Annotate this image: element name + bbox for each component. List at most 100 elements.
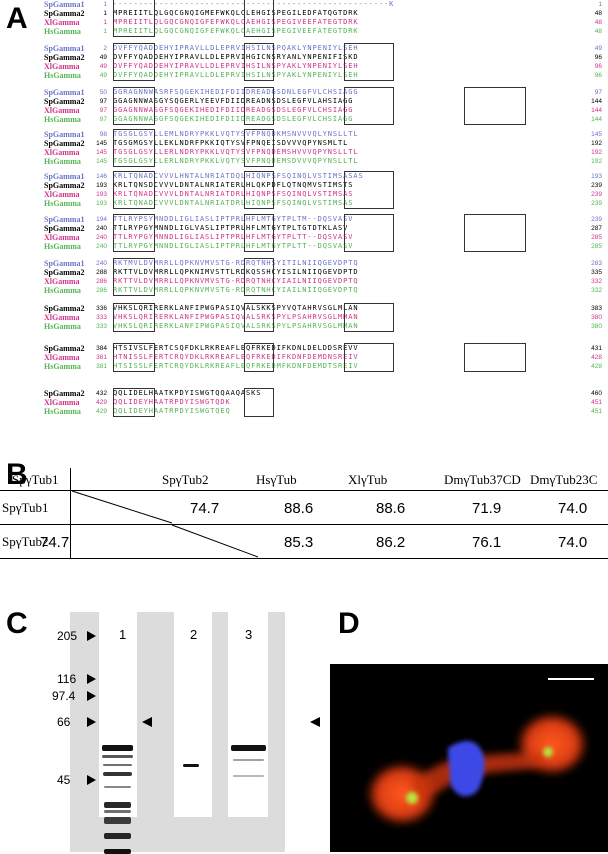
panel-label-b: B (6, 458, 28, 491)
start-position: 97 (99, 116, 107, 123)
sequence-name: HsGamma (44, 407, 81, 416)
start-position: 145 (96, 149, 107, 156)
sequence-residues: ----------------------------------------… (113, 0, 395, 8)
alignment-row: SpGamma1 50 GGRAGNNWASRFSQGEKIHEDIFDIIDREA… (44, 88, 604, 97)
alignment-row: SpGamma1 98 TGSGLGSYLLEMLNDRYPKKLVQTYSVFPN… (44, 130, 604, 139)
end-position: 332 (591, 287, 602, 294)
sequence-name: SpGamma1 (44, 130, 85, 139)
conserved-region-box (244, 43, 274, 81)
alignment-block: SpGamma2 384 HTSIVSLFERTCSQFDKLRKREAFLEQFR… (44, 343, 604, 373)
band-arrow-left (142, 717, 152, 727)
start-position: 384 (96, 345, 107, 352)
end-position: 428 (591, 363, 602, 370)
end-position: 193 (591, 173, 602, 180)
sequence-name: HsGamma (44, 199, 81, 208)
alignment-row: HsGamma 145 TGSGLGSYLLERLNDRYPKKLVQTYSVFPN… (44, 157, 604, 166)
start-position: 2 (103, 45, 107, 52)
blot-band (102, 755, 133, 758)
identity-value: 86.2 (376, 534, 406, 551)
start-position: 193 (96, 200, 107, 207)
western-blot (70, 612, 285, 854)
lane-number: 1 (119, 627, 127, 642)
sequence-name: SpGamma2 (44, 97, 85, 106)
sequence-residues: TTLRYPGYMNNDLIGLVASLIPTPRLHFLMTGYTPLTGTD… (113, 224, 349, 232)
conserved-region-box (344, 87, 394, 125)
column-header: DmγTub37CD (444, 472, 521, 487)
panel-label-d: D (338, 607, 360, 640)
alignment-block: SpGamma2 432 QQLIDELHAATKPDYISWGTQQAAQASKS… (44, 388, 604, 418)
conserved-region-box (464, 343, 526, 372)
sequence-name: SpGamma2 (44, 389, 85, 398)
conserved-region-box (244, 214, 274, 252)
end-position: 239 (591, 182, 602, 189)
row-header: SpγTub2 (2, 534, 49, 549)
row-header: SpγTub1 (2, 500, 49, 515)
alignment-row: SpGamma2 49 DVFFYQADDEHYIPRAVLLDLEPRVIHGIC… (44, 53, 604, 62)
end-position: 380 (591, 314, 602, 321)
identity-value: 74.0 (558, 500, 588, 517)
alignment-row: HsGamma 49 DVFFYQADDEHYIPRAVLLDLEPRVIHSILN… (44, 71, 604, 80)
sequence-residues: KRLTQNADCVVVLDNTALNRIATDRLHIQNPSFSQINQLV… (113, 199, 354, 207)
scale-bar (548, 678, 594, 680)
alignment-row: XlGamma 381 HTNISSLFERTCRQYDKLRKREAFLEQFRK… (44, 353, 604, 362)
identity-value: 74.0 (558, 534, 588, 551)
conserved-region-box (244, 87, 274, 125)
alignment-row: SpGamma2 145 TGSGMGSYLLEKLNDRFPKKIQTYSVFPN… (44, 139, 604, 148)
start-position: 240 (96, 243, 107, 250)
end-position: 192 (591, 158, 602, 165)
panel-label-c: C (6, 607, 28, 640)
alignment-row: HsGamma 240 TTLRYPGYMNNDLIGLIASLIPTPRLHFLM… (44, 242, 604, 251)
alignment-row: SpGamma2 1 MPREIITLQLGQCGNQIGMEFWKQLCLEHGI… (44, 9, 604, 18)
alignment-row: SpGamma2 432 QQLIDELHAATKPDYISWGTQQAAQASKS… (44, 389, 604, 398)
column-header: SpγTub2 (162, 472, 209, 487)
start-position: 286 (96, 278, 107, 285)
conserved-region-box (113, 43, 155, 81)
sequence-residues: MPREIITLQLGQCGNQIGFEFWKQLCAEHGISPEGIVEEF… (113, 27, 359, 35)
alignment-block: SpGamma1 194 TTLRYPSYMNDDLIGLIASLIPTPRLHFL… (44, 214, 604, 253)
start-position: 429 (96, 408, 107, 415)
diagonal-cell-1 (71, 490, 173, 524)
conserved-region-box (113, 343, 155, 372)
alignment-row: SpGamma2 336 VHKSLQRIRERKLANFIPWGPASIQVALS… (44, 304, 604, 313)
end-position: 431 (591, 345, 602, 352)
start-position: 1 (103, 28, 107, 35)
sequence-residues: HTSISSLFERTCRQYDKLRKREAFLEQFRKEDMFKDNFDE… (113, 362, 359, 370)
sequence-residues: GGAGNNWASGYSQGERLYEEVFDIIDREADNSDSLEGFVL… (113, 97, 354, 105)
start-position: 194 (96, 216, 107, 223)
alignment-row: HsGamma 193 KRLTQNADCVVVLDNTALNRIATDRLHIQN… (44, 199, 604, 208)
sequence-name: XlGamma (44, 233, 80, 242)
conserved-region-box (244, 343, 274, 372)
sequence-residues: RKTTVLDVMRRLLQPKNVMVSTG-RDRQTNHCYIAILNII… (113, 277, 359, 285)
sequence-name: SpGamma2 (44, 53, 85, 62)
start-position: 429 (96, 399, 107, 406)
end-position: 285 (591, 234, 602, 241)
sequence-name: HsGamma (44, 27, 81, 36)
sequence-name: SpGamma1 (44, 44, 85, 53)
blot-band (104, 802, 131, 808)
sequence-name: SpGamma2 (44, 344, 85, 353)
sequence-name: XlGamma (44, 148, 80, 157)
sequence-name: HsGamma (44, 362, 81, 371)
end-position: 144 (591, 107, 602, 114)
panel-label-a: A (6, 2, 28, 35)
start-position: 381 (96, 354, 107, 361)
sequence-name: SpGamma2 (44, 9, 85, 18)
sequence-residues: RKTTVLDVMRRLLQPKNVMVSTG-RDRQTNHCYIAILNII… (113, 286, 359, 294)
conserved-region-box (344, 343, 394, 372)
conserved-region-box (113, 0, 155, 37)
identity-table: SpγTub1 SpγTub2 HsγTub XlγTub DmγTub37CD DmγT… (0, 468, 608, 568)
sequence-name: SpGamma1 (44, 215, 85, 224)
alignment-row: XlGamma 429 QQLIDEYHAATRPDYISWGTQDK 451 (44, 398, 604, 407)
sequence-name: HsGamma (44, 71, 81, 80)
start-position: 432 (96, 390, 107, 397)
conserved-region-box (113, 258, 155, 296)
sequence-residues: QQLIDEYHAATRPDYISWGTQEQ (113, 407, 231, 415)
table-row-divider (70, 468, 71, 559)
sequence-residues: HTNISSLFERTCRQYDKLRKREAFLEQFRKEDIFKDNFDE… (113, 353, 359, 361)
start-position: 333 (96, 314, 107, 321)
start-position: 1 (103, 19, 107, 26)
sequence-residues: DVFFYQADDEHYIPRAVLLDLEPRVIHSILNSPYAKLYNP… (113, 71, 359, 79)
end-position: 383 (591, 305, 602, 312)
blot-band (104, 833, 131, 839)
sequence-name: HsGamma (44, 115, 81, 124)
